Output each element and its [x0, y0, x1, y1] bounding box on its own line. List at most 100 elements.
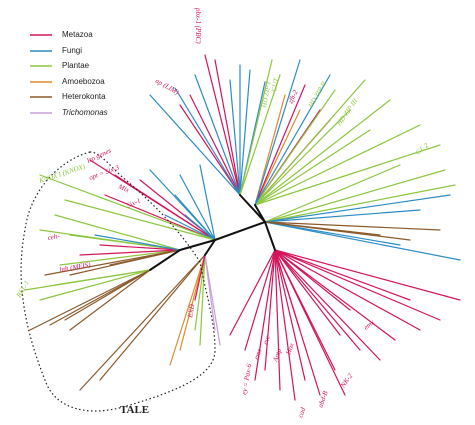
branch: [264, 221, 441, 231]
branch: [274, 249, 351, 311]
branch-label: Antp: [271, 347, 284, 364]
branch-label: emx: [362, 318, 376, 332]
legend-label: Metazoa: [62, 30, 93, 39]
branch: [149, 249, 181, 271]
legend: Metazoa Fungi Plantae Amoebozoa Heteroko…: [30, 30, 108, 117]
branch: [39, 174, 216, 241]
branch: [239, 69, 251, 196]
branch: [274, 249, 361, 351]
branch-label: opt = Six-3: [88, 163, 121, 181]
branch: [274, 249, 341, 336]
branch: [29, 269, 151, 331]
branch: [229, 79, 241, 196]
branch: [254, 79, 366, 206]
branch: [264, 194, 451, 223]
branch: [264, 184, 456, 223]
branch: [274, 249, 306, 381]
branch: [199, 164, 216, 241]
branch: [99, 254, 206, 381]
branch: [254, 249, 276, 381]
branch: [274, 249, 461, 301]
branch: [179, 254, 206, 351]
branch: [69, 234, 181, 251]
branch-label: CUT: [270, 76, 280, 92]
branch: [254, 94, 286, 206]
branch-label: HD ZIP III: [335, 97, 360, 128]
branch: [244, 249, 276, 351]
branch: [274, 249, 381, 361]
branch: [254, 59, 301, 206]
branch-label: GL 2: [414, 141, 430, 156]
branch: [69, 269, 151, 331]
branch-label: Iro genes: [85, 146, 113, 165]
branch: [189, 94, 241, 196]
branch: [164, 214, 216, 241]
branch: [274, 249, 281, 391]
branch: [194, 74, 241, 196]
legend-label: Amoebozoa: [62, 77, 105, 86]
branch: [174, 194, 216, 241]
branch: [149, 94, 241, 196]
branch: [264, 209, 421, 223]
branch-label: KNOX I (KNOX): [37, 162, 87, 185]
legend-label: Heterokonta: [62, 92, 106, 101]
branch: [179, 239, 216, 251]
branch: [204, 239, 216, 256]
branch: [79, 254, 206, 391]
branch-label: HD ZIP II: [306, 80, 328, 110]
legend-label: Trichomonas: [62, 108, 108, 117]
branch: [274, 249, 396, 341]
branch: [254, 124, 421, 206]
branch: [94, 234, 181, 251]
branch: [274, 249, 296, 401]
branch-label: hth (MEIS): [59, 261, 92, 274]
branch: [274, 249, 301, 331]
branch-label: Six-1: [125, 196, 141, 209]
branch: [214, 59, 241, 196]
branch: [204, 54, 241, 196]
branch: [59, 249, 181, 266]
branch: [109, 249, 181, 266]
branch: [254, 204, 266, 223]
branch: [79, 249, 181, 256]
branch: [174, 87, 241, 196]
branches: [24, 54, 461, 401]
branch: [104, 194, 216, 241]
branch: [264, 221, 461, 261]
branch-label: cad: [296, 406, 307, 419]
branch: [239, 74, 281, 196]
group-label: TALE: [120, 404, 149, 416]
branch: [254, 99, 391, 206]
legend-label: Plantae: [62, 61, 90, 70]
branch: [274, 249, 441, 321]
branch: [264, 221, 276, 251]
branch: [239, 194, 266, 223]
branch: [254, 89, 336, 206]
branch: [114, 174, 216, 241]
branch-label: ems: [252, 347, 263, 360]
branch: [184, 214, 216, 241]
branch: [64, 269, 151, 321]
branch: [169, 254, 206, 366]
branch: [254, 109, 301, 206]
branch: [179, 174, 216, 241]
branch-label: HD ZIP I: [260, 80, 273, 109]
branch: [194, 254, 206, 331]
branch: [274, 249, 346, 396]
legend-label: Fungi: [62, 46, 82, 55]
branch: [44, 249, 181, 276]
branch: [199, 254, 206, 346]
branch-label: abd-B: [316, 389, 330, 408]
branch: [254, 84, 306, 206]
branch: [214, 221, 266, 241]
branch: [254, 109, 351, 206]
branch: [274, 249, 421, 331]
branch: [179, 104, 241, 196]
branch: [264, 249, 276, 371]
branch: [254, 129, 371, 206]
branch-label: ap (LIM): [154, 77, 181, 97]
branch: [229, 249, 276, 336]
branch: [239, 59, 273, 196]
branch: [54, 269, 151, 286]
